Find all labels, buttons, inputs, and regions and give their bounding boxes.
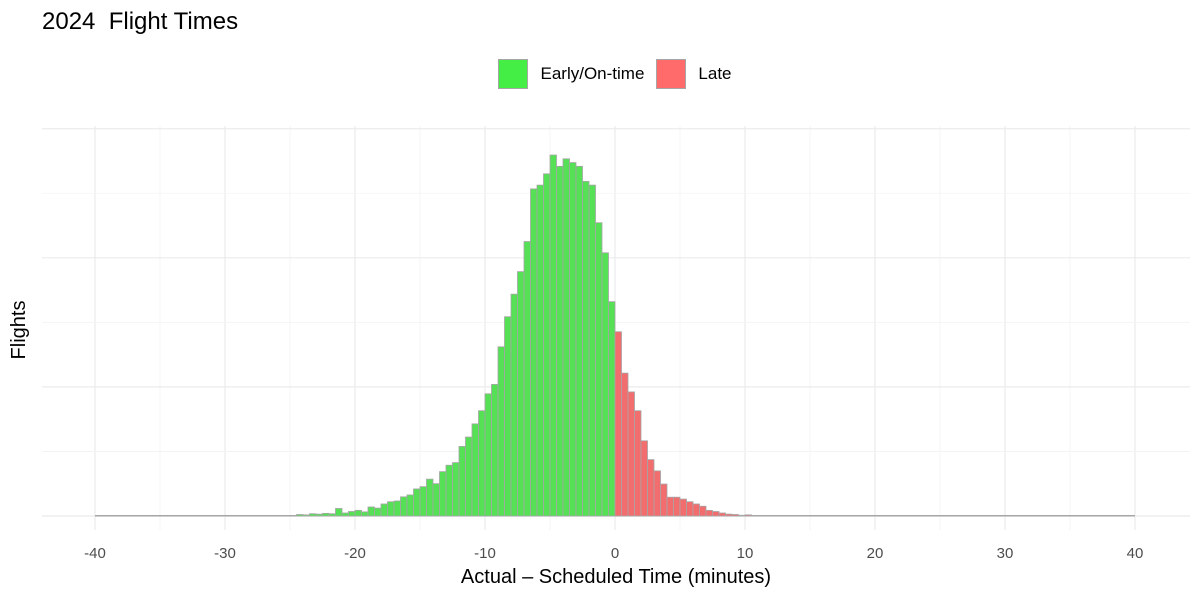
bar-late	[718, 512, 726, 517]
bar-late	[666, 496, 674, 517]
bar-early	[458, 446, 466, 517]
bar-early	[322, 512, 330, 517]
legend-label-early: Early/On-time	[540, 64, 645, 83]
bar-early	[361, 511, 369, 517]
x-tick-label: -10	[474, 545, 496, 562]
bar-late	[725, 513, 733, 517]
bar-early	[380, 503, 388, 517]
bar-late	[699, 505, 707, 517]
bar-early	[439, 471, 447, 517]
chart-title: 2024 Flight Times	[42, 8, 239, 35]
bar-early	[419, 486, 427, 517]
bar-early	[543, 173, 551, 517]
bar-early	[393, 500, 401, 517]
x-tick-label: 0	[611, 545, 619, 562]
bar-early	[569, 162, 577, 517]
x-tick-labels: -40 -30 -20 -10 0 10 20 30 40	[84, 545, 1143, 562]
bar-early	[387, 501, 395, 517]
bar-early	[328, 513, 336, 517]
bar-early	[510, 293, 518, 517]
bar-late	[686, 501, 694, 517]
bar-early	[549, 154, 557, 517]
bar-early	[335, 508, 343, 517]
bar-early	[367, 506, 375, 517]
x-tick-label: 10	[737, 545, 754, 562]
histogram-bars	[95, 154, 1135, 517]
bar-late	[660, 483, 668, 517]
bar-early	[302, 514, 310, 517]
bar-late	[705, 509, 713, 517]
bar-late	[731, 514, 739, 517]
legend-swatch-late	[656, 59, 687, 89]
bar-early	[478, 410, 486, 517]
bar-early	[452, 462, 460, 517]
x-tick-label: 30	[997, 545, 1014, 562]
bar-early	[296, 514, 304, 517]
bar-early	[445, 464, 453, 517]
legend-label-late: Late	[698, 64, 732, 83]
bar-early	[374, 507, 382, 517]
x-tick-label: 20	[867, 545, 884, 562]
bar-late	[640, 440, 648, 517]
x-tick-label: -30	[214, 545, 236, 562]
legend-item-late: Late	[656, 59, 732, 89]
bar-early	[406, 494, 414, 517]
bar-early	[432, 483, 440, 517]
bar-early	[595, 222, 603, 517]
x-tick-label: 40	[1127, 545, 1144, 562]
bar-early	[426, 478, 434, 517]
legend-swatch-early	[498, 59, 529, 89]
bar-late	[712, 511, 720, 517]
bar-early	[536, 184, 544, 517]
x-axis-label: Actual – Scheduled Time (minutes)	[460, 566, 772, 588]
bar-early	[400, 496, 408, 517]
bar-early	[582, 180, 590, 517]
bar-early	[523, 241, 531, 517]
x-tick-label: -40	[84, 545, 106, 562]
x-tick-label: -20	[344, 545, 366, 562]
bar-early	[608, 301, 616, 517]
bar-early	[530, 188, 538, 517]
bar-late	[653, 470, 661, 517]
legend-item-early: Early/On-time	[498, 59, 644, 89]
bar-late	[738, 514, 746, 517]
bar-early	[471, 423, 479, 517]
bar-early	[497, 346, 505, 517]
bar-early	[504, 316, 512, 517]
bar-late	[634, 410, 642, 517]
bar-early	[484, 393, 492, 517]
bar-late	[614, 331, 622, 517]
bar-early	[309, 513, 317, 517]
bar-early	[413, 488, 421, 517]
bar-early	[575, 165, 583, 517]
bar-early	[348, 511, 356, 517]
bar-late	[744, 514, 752, 517]
bar-late	[621, 372, 629, 517]
bar-late	[679, 498, 687, 517]
bar-early	[465, 436, 473, 517]
bar-late	[647, 459, 655, 517]
bar-early	[315, 513, 323, 517]
bar-early	[556, 165, 564, 517]
bar-late	[673, 496, 681, 517]
bar-early	[354, 509, 362, 517]
bar-early	[341, 512, 349, 517]
legend: Early/On-time Late	[0, 59, 1200, 89]
bar-early	[601, 252, 609, 517]
bar-early	[588, 184, 596, 517]
bar-late	[627, 391, 635, 517]
bar-early	[517, 271, 525, 517]
bar-early	[562, 158, 570, 517]
bar-late	[692, 503, 700, 517]
bar-early	[491, 383, 499, 517]
